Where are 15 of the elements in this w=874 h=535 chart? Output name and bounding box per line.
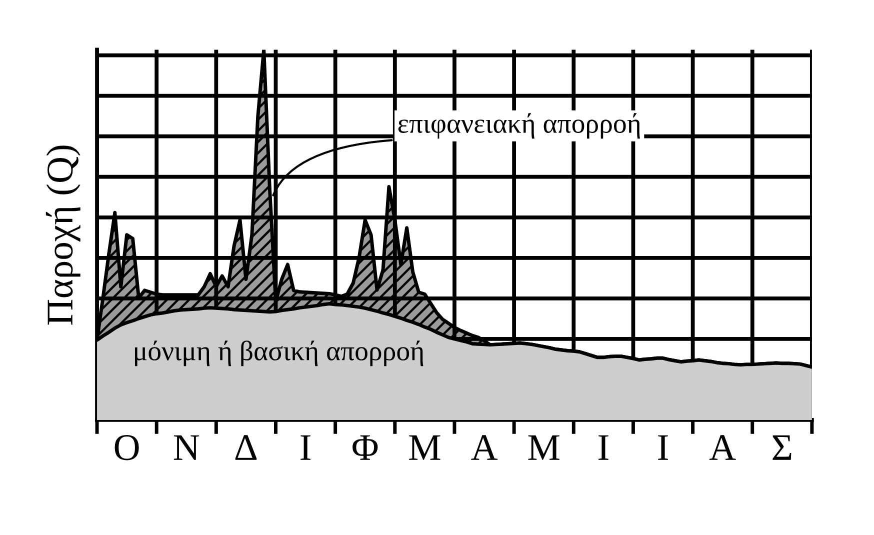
x-tick-label: Α <box>709 435 736 460</box>
y-axis-title: Παροχή (Q) <box>46 146 80 325</box>
x-tick-label: Ι <box>658 435 668 460</box>
x-tick-label: Ι <box>300 435 310 460</box>
x-tick-label: Φ <box>352 435 378 460</box>
x-tick-label: Μ <box>528 435 560 460</box>
x-tick-label: Ο <box>114 435 139 460</box>
annotation: μόνιμη ή βασική απορροή <box>135 340 424 366</box>
x-tick-label: Δ <box>235 435 257 460</box>
x-tick-label: Ι <box>598 435 608 460</box>
x-tick-label: Μ <box>409 435 440 460</box>
x-tick-label: Σ <box>772 435 792 460</box>
x-tick-label: Α <box>471 435 498 460</box>
annotation: επιφανειακή απορροή <box>398 113 640 139</box>
x-tick-label: Ν <box>174 435 200 460</box>
